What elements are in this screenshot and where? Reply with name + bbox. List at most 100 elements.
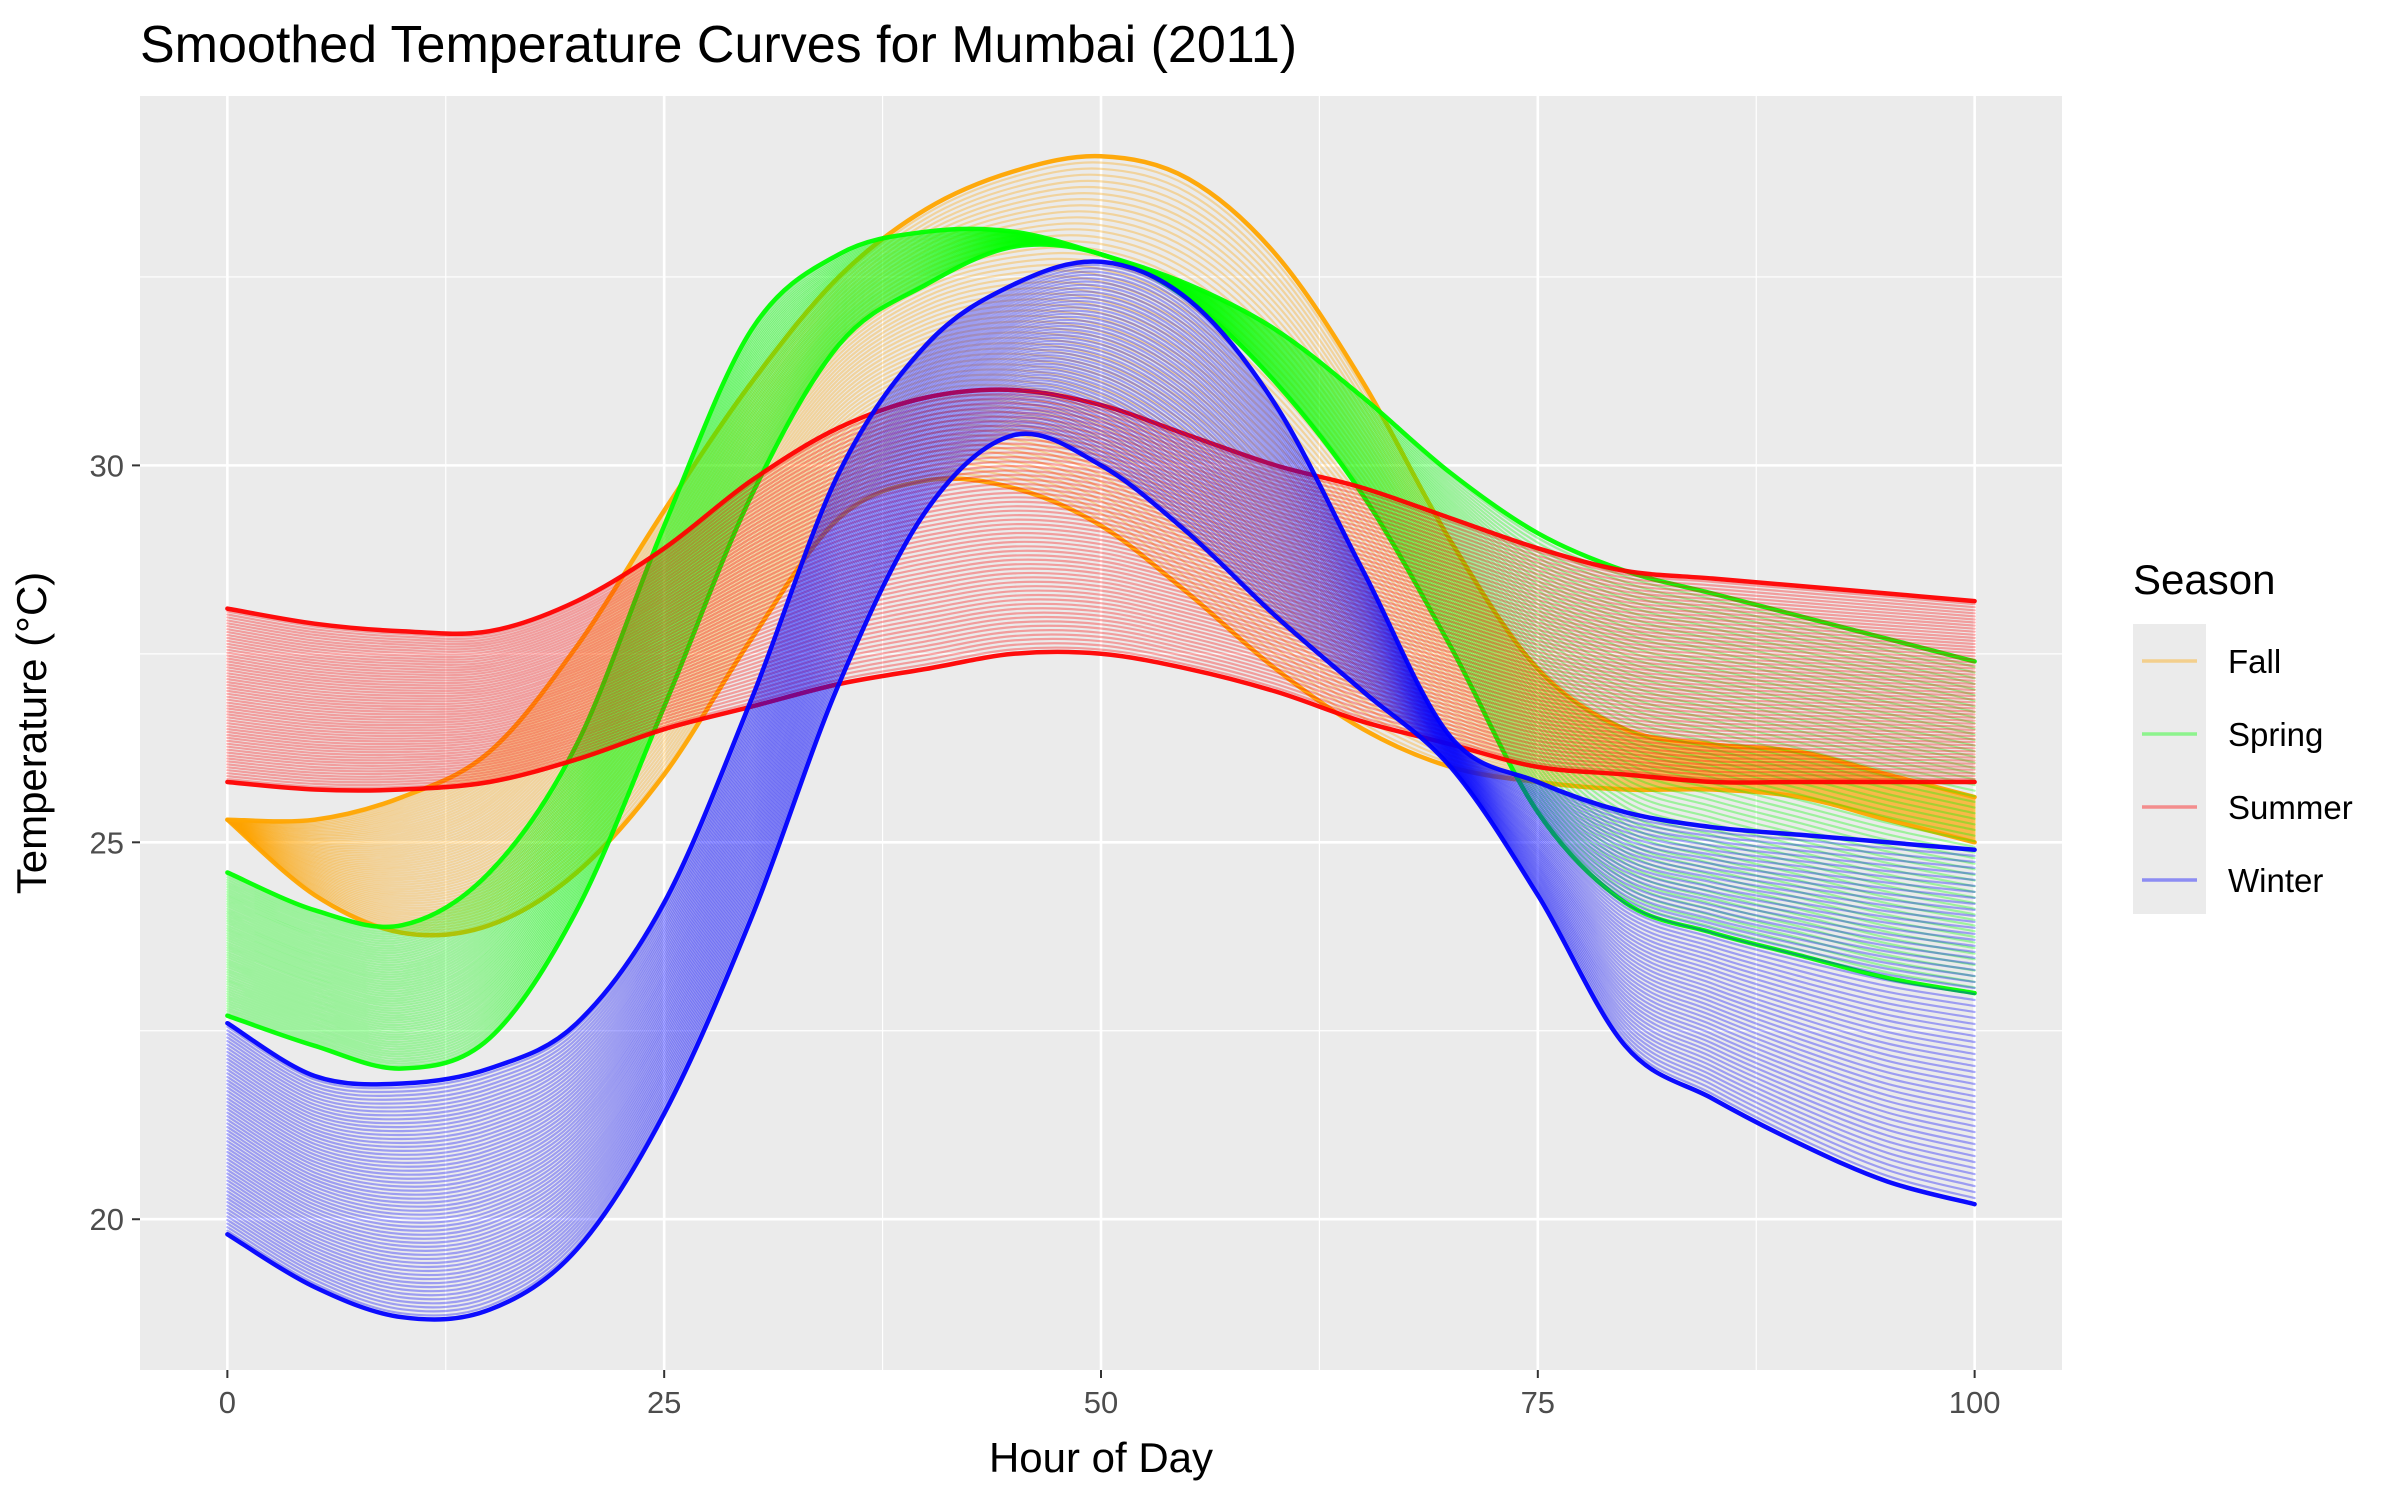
- curve-summer: [226, 607, 1976, 765]
- curve-summer: [226, 420, 1976, 653]
- curve-fall: [226, 210, 1976, 833]
- curve-summer: [226, 518, 1976, 711]
- curve-summer: [226, 415, 1976, 651]
- curve-summer: [225, 649, 1977, 793]
- curve-winter: [226, 400, 1976, 1273]
- curve-summer: [226, 602, 1976, 762]
- curve-summer: [226, 514, 1976, 708]
- curve-winter: [226, 422, 1976, 1305]
- curve-winter: [226, 403, 1976, 1277]
- curve-winter: [226, 321, 1976, 1160]
- curve-fall: [226, 309, 1976, 861]
- curve-fall: [226, 185, 1976, 828]
- curve-summer: [226, 571, 1976, 743]
- curve-winter: [226, 293, 1976, 1125]
- curve-winter: [226, 273, 1976, 1101]
- curve-summer: [226, 406, 1976, 646]
- curve-summer: [226, 545, 1976, 727]
- curve-winter: [226, 327, 1976, 1168]
- curve-summer: [226, 554, 1976, 732]
- curve-summer: [226, 473, 1976, 685]
- curve-winter: [226, 414, 1976, 1293]
- curve-winter: [226, 373, 1976, 1232]
- curve-summer: [226, 500, 1976, 700]
- curve-fall: [226, 228, 1976, 837]
- curve-summer: [226, 540, 1976, 724]
- curve-summer: [226, 620, 1976, 773]
- curve-summer: [226, 527, 1976, 716]
- curve-fall: [226, 314, 1976, 863]
- y-tick-label: 20: [90, 1202, 124, 1237]
- curve-summer: [226, 442, 1976, 666]
- curve-fall: [226, 263, 1976, 846]
- curve-summer: [226, 593, 1976, 757]
- curve-summer: [226, 642, 1976, 787]
- series-summer: [225, 387, 1977, 793]
- curve-winter: [226, 312, 1976, 1149]
- curve-summer: [226, 460, 1976, 677]
- curve-winter: [226, 381, 1976, 1244]
- curve-fall: [226, 286, 1976, 853]
- legend: Season Fall Spring Summer Winter: [2133, 556, 2353, 914]
- curve-winter: [226, 359, 1976, 1212]
- curve-winter: [226, 376, 1976, 1236]
- curve-fall: [226, 368, 1976, 884]
- curve-summer: [226, 478, 1976, 687]
- curve-fall: [226, 234, 1976, 838]
- x-tick-label: 100: [1949, 1385, 2001, 1420]
- curve-winter: [225, 431, 1977, 1322]
- curve-winter: [226, 408, 1976, 1285]
- curve-summer: [226, 487, 1976, 692]
- curve-winter: [226, 324, 1976, 1164]
- series-winter: [225, 259, 1977, 1322]
- curve-summer: [226, 402, 1976, 643]
- y-axis-ticks: 20 25 30: [90, 448, 140, 1237]
- curve-fall: [226, 341, 1976, 873]
- curve-fall: [226, 204, 1976, 832]
- curve-summer: [226, 464, 1976, 679]
- curve-winter: [226, 354, 1976, 1204]
- curve-winter: [226, 348, 1976, 1196]
- curve-winter: [226, 424, 1976, 1309]
- curve-summer: [226, 646, 1976, 789]
- x-axis-title: Hour of Day: [989, 1434, 1213, 1481]
- curve-summer: [226, 438, 1976, 664]
- curve-fall: [226, 467, 1976, 932]
- x-tick-label: 50: [1084, 1385, 1118, 1420]
- curve-winter: [226, 339, 1976, 1184]
- curve-summer: [226, 523, 1976, 713]
- y-axis-title: Temperature (°C): [8, 572, 55, 895]
- curve-fall: [226, 298, 1976, 857]
- curve-winter: [226, 333, 1976, 1176]
- curve-summer: [226, 580, 1976, 748]
- curve-fall: [226, 216, 1976, 834]
- curve-winter: [226, 309, 1976, 1145]
- curve-summer: [226, 482, 1976, 690]
- curve-winter: [226, 430, 1976, 1317]
- curve-winter: [226, 290, 1976, 1121]
- series-spring: [225, 226, 1977, 1071]
- curve-winter: [226, 411, 1976, 1289]
- curve-winter: [226, 416, 1976, 1297]
- curve-winter: [226, 296, 1976, 1129]
- curve-fall: [226, 378, 1976, 888]
- curve-summer: [226, 585, 1976, 751]
- curve-winter: [226, 362, 1976, 1216]
- curve-winter: [226, 379, 1976, 1240]
- curve-winter: [226, 406, 1976, 1281]
- curve-summer: [226, 433, 1976, 661]
- curve-fall: [226, 448, 1976, 922]
- curve-winter: [226, 427, 1976, 1313]
- curve-winter: [226, 395, 1976, 1265]
- curve-spring: [225, 226, 1977, 930]
- curve-fall: [225, 153, 1977, 824]
- curve-fall: [226, 179, 1976, 827]
- curve-winter: [226, 387, 1976, 1252]
- curve-winter: [226, 267, 1976, 1094]
- curve-fall: [226, 458, 1976, 927]
- curve-fall: [226, 393, 1976, 895]
- y-tick-label: 25: [90, 825, 124, 860]
- x-tick-label: 0: [219, 1385, 236, 1420]
- curve-summer: [226, 536, 1976, 721]
- curve-winter: [226, 390, 1976, 1257]
